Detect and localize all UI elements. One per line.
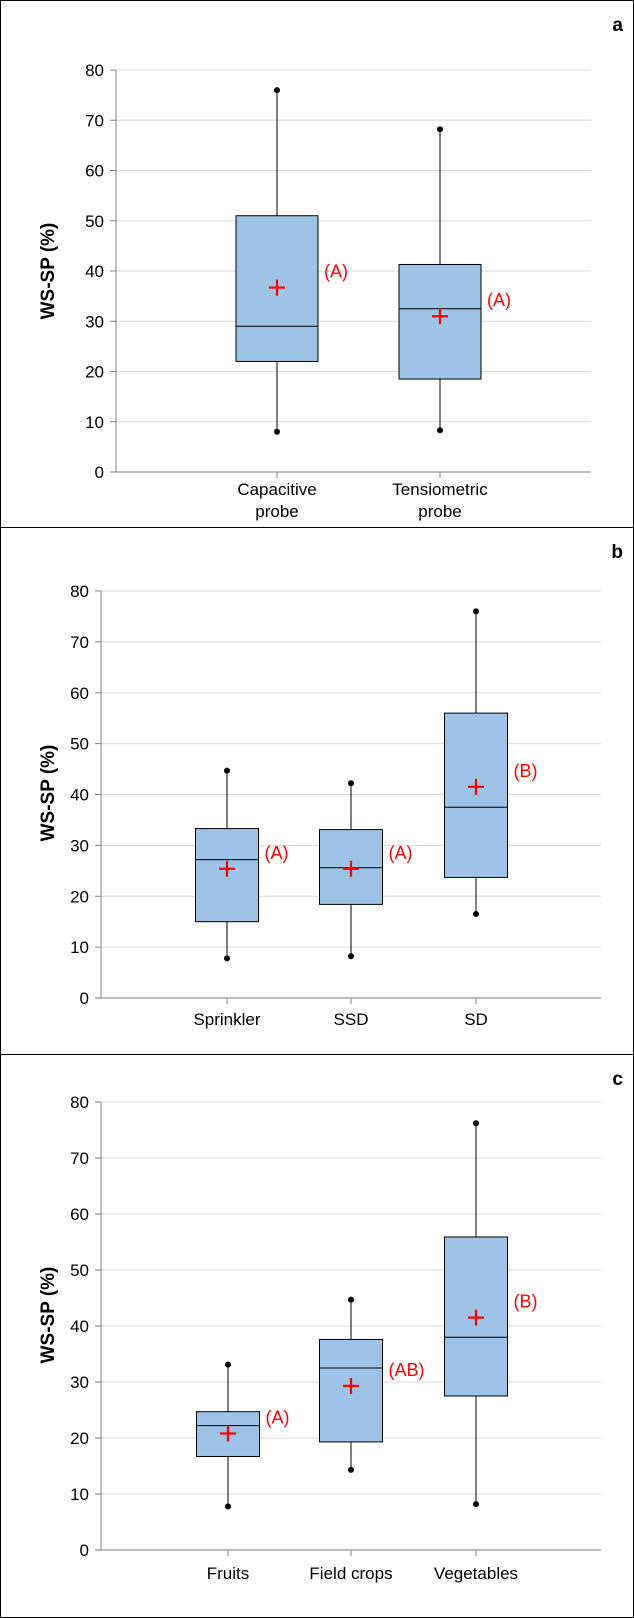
panel-c: c WS-SP (%) 0 10 20 30 40 50 60 70 80 Fruits (A) Fi… bbox=[0, 1054, 634, 1618]
iqr-box bbox=[398, 263, 482, 380]
y-tick-label: 80 bbox=[70, 582, 89, 601]
min-dot bbox=[437, 427, 443, 434]
x-tick-label: Sprinkler bbox=[193, 1010, 260, 1029]
mean-marker bbox=[220, 1425, 236, 1442]
y-tick-label: 20 bbox=[70, 1429, 89, 1448]
min-dot bbox=[473, 1501, 479, 1508]
min-dot bbox=[473, 911, 479, 918]
x-tick-label: Capacitive bbox=[237, 480, 316, 499]
y-tick-label: 60 bbox=[85, 162, 104, 181]
y-tick-label: 0 bbox=[80, 989, 89, 1008]
panel-a: a WS-SP (%) 0 10 20 30 40 50 60 70 80 Capacitive p… bbox=[0, 0, 634, 528]
min-dot bbox=[274, 428, 280, 435]
y-tick-label: 50 bbox=[85, 212, 104, 231]
y-tick-label: 0 bbox=[95, 463, 104, 482]
iqr-box bbox=[319, 829, 383, 905]
panel-letter: a bbox=[612, 15, 623, 36]
y-tick-label: 30 bbox=[70, 1373, 89, 1392]
x-tick-label: SD bbox=[464, 1010, 488, 1029]
y-tick-label: 50 bbox=[70, 735, 89, 754]
panel-letter: b bbox=[611, 542, 623, 563]
y-tick-label: 40 bbox=[85, 262, 104, 281]
y-tick-label: 50 bbox=[70, 1261, 89, 1280]
mean-marker bbox=[432, 308, 448, 325]
min-dot bbox=[348, 1466, 354, 1473]
y-tick-label: 80 bbox=[85, 61, 104, 80]
mean-marker bbox=[468, 1309, 484, 1326]
group-label: (A) bbox=[265, 843, 289, 863]
x-tick-label: probe bbox=[418, 502, 461, 521]
max-dot bbox=[225, 1361, 231, 1368]
x-tick-label: Tensiometric bbox=[392, 480, 488, 499]
y-tick-label: 70 bbox=[70, 633, 89, 652]
y-tick-label: 70 bbox=[70, 1149, 89, 1168]
y-tick-label: 10 bbox=[70, 1485, 89, 1504]
iqr-box bbox=[444, 712, 508, 878]
group-label: (AB) bbox=[389, 1360, 425, 1380]
y-tick-label: 30 bbox=[70, 836, 89, 855]
x-tick-label: Vegetables bbox=[434, 1564, 518, 1583]
y-tick-label: 40 bbox=[70, 1317, 89, 1336]
x-tick-label: probe bbox=[255, 502, 298, 521]
y-tick-label: 80 bbox=[70, 1093, 89, 1112]
y-tick-label: 10 bbox=[70, 938, 89, 957]
y-tick-label: 30 bbox=[85, 312, 104, 331]
group-label: (B) bbox=[514, 1292, 538, 1312]
max-dot bbox=[348, 1296, 354, 1303]
panel-b: b WS-SP (%) 0 10 20 30 40 50 60 70 80 Sprinkler (A… bbox=[0, 527, 634, 1055]
y-tick-label: 10 bbox=[85, 413, 104, 432]
box-plot-a: 0 10 20 30 40 50 60 70 80 Capacitive probe (A) Tensi… bbox=[85, 61, 591, 521]
min-dot bbox=[225, 1503, 231, 1510]
group-label: (B) bbox=[514, 761, 538, 781]
x-tick-label: Field crops bbox=[309, 1564, 392, 1583]
max-dot bbox=[437, 126, 443, 133]
max-dot bbox=[224, 767, 230, 774]
min-dot bbox=[348, 953, 354, 960]
y-tick-label: 20 bbox=[85, 363, 104, 382]
panel-letter: c bbox=[612, 1069, 623, 1090]
y-tick-label: 0 bbox=[80, 1541, 89, 1560]
mean-marker bbox=[343, 1377, 359, 1394]
mean-marker bbox=[468, 778, 484, 795]
max-dot bbox=[473, 608, 479, 615]
y-tick-label: 40 bbox=[70, 786, 89, 805]
min-dot bbox=[224, 955, 230, 962]
y-tick-label: 20 bbox=[70, 887, 89, 906]
max-dot bbox=[348, 780, 354, 787]
x-tick-label: SSD bbox=[334, 1010, 369, 1029]
y-tick-label: 60 bbox=[70, 1205, 89, 1224]
y-tick-label: 60 bbox=[70, 684, 89, 703]
group-label: (A) bbox=[324, 262, 348, 282]
mean-marker bbox=[343, 860, 359, 877]
box-plot-c: 0 10 20 30 40 50 60 70 80 Fruits (A) Field crops (AB… bbox=[70, 1093, 601, 1583]
max-dot bbox=[274, 87, 280, 94]
group-label: (A) bbox=[266, 1408, 290, 1428]
group-label: (A) bbox=[487, 290, 511, 310]
max-dot bbox=[473, 1120, 479, 1127]
group-label: (A) bbox=[389, 843, 413, 863]
mean-marker bbox=[269, 279, 285, 296]
x-tick-label: Fruits bbox=[207, 1564, 250, 1583]
y-tick-label: 70 bbox=[85, 111, 104, 130]
mean-marker bbox=[219, 860, 235, 877]
box-plot-b: 0 10 20 30 40 50 60 70 80 Sprinkler (A) SSD (A) SD (B) bbox=[70, 582, 601, 1029]
